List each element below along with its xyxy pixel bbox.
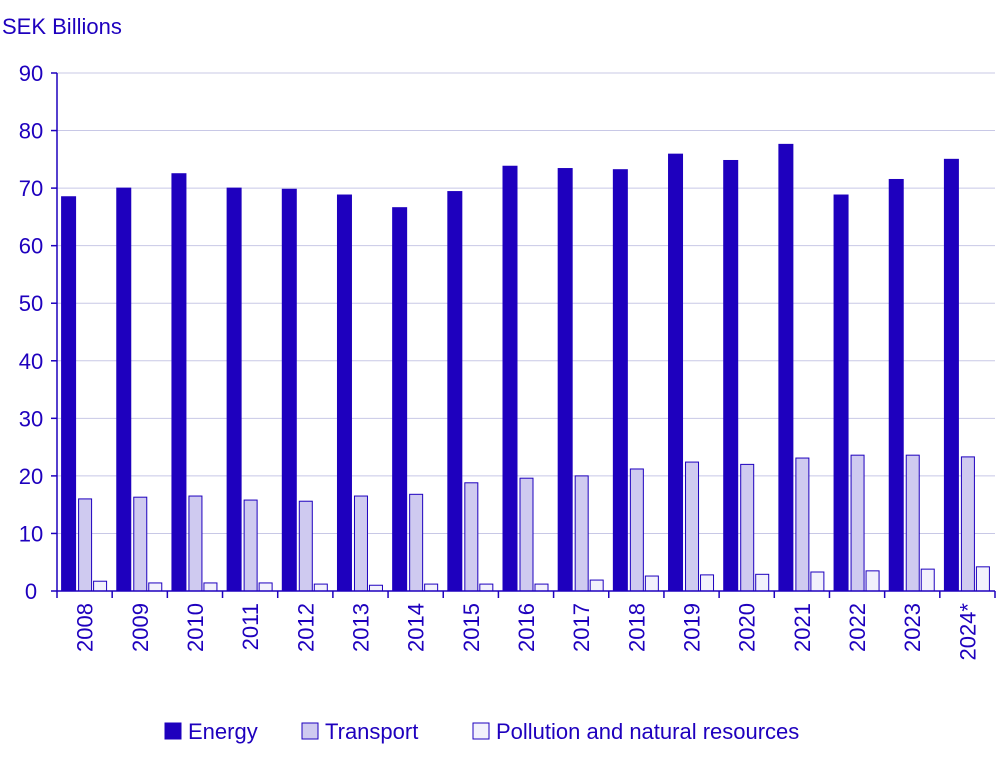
bar-transport bbox=[133, 496, 148, 592]
bar-energy bbox=[281, 188, 297, 592]
bar-energy bbox=[61, 196, 77, 592]
bar-transport bbox=[960, 456, 975, 592]
bar-transport bbox=[298, 500, 313, 592]
bar-energy bbox=[557, 168, 573, 592]
bar-pollution-and-natural-resources bbox=[810, 571, 825, 592]
bar-energy bbox=[778, 143, 794, 592]
bar-energy bbox=[668, 153, 684, 592]
y-tick-label: 10 bbox=[19, 521, 43, 546]
bar-transport bbox=[850, 454, 865, 592]
y-tick-label: 80 bbox=[19, 119, 43, 144]
x-tick-label: 2013 bbox=[348, 603, 373, 652]
legend-label-energy: Energy bbox=[188, 719, 258, 744]
bar-pollution-and-natural-resources bbox=[203, 582, 218, 592]
bar-transport bbox=[685, 461, 700, 592]
x-tick-label: 2017 bbox=[569, 603, 594, 652]
bar-energy bbox=[723, 159, 739, 592]
y-tick-label: 60 bbox=[19, 234, 43, 259]
bar-pollution-and-natural-resources bbox=[975, 566, 990, 592]
bar-energy bbox=[833, 194, 849, 592]
bar-energy bbox=[943, 158, 959, 592]
bar-transport bbox=[574, 475, 589, 592]
bar-energy bbox=[888, 178, 904, 592]
x-tick-label: 2011 bbox=[238, 603, 263, 650]
x-tick-label: 2023 bbox=[900, 603, 925, 652]
y-axis-label: SEK Billions bbox=[2, 14, 122, 39]
x-tick-label: 2019 bbox=[680, 603, 705, 652]
bar-pollution-and-natural-resources bbox=[479, 583, 494, 592]
y-tick-label: 50 bbox=[19, 291, 43, 316]
bar-energy bbox=[226, 187, 242, 592]
bar-transport bbox=[740, 463, 755, 592]
bar-pollution-and-natural-resources bbox=[534, 583, 549, 592]
bar-energy bbox=[116, 187, 132, 592]
bar-pollution-and-natural-resources bbox=[93, 580, 108, 592]
bar-transport bbox=[519, 477, 534, 592]
bar-pollution-and-natural-resources bbox=[258, 582, 273, 592]
x-tick-label: 2010 bbox=[183, 603, 208, 652]
bar-energy bbox=[336, 194, 352, 592]
bar-energy bbox=[392, 207, 408, 592]
legend-label-pollution-and-natural-resources: Pollution and natural resources bbox=[496, 719, 799, 744]
bar-pollution-and-natural-resources bbox=[644, 575, 659, 592]
x-tick-label: 2021 bbox=[790, 603, 815, 652]
y-tick-label: 30 bbox=[19, 406, 43, 431]
bar-pollution-and-natural-resources bbox=[865, 570, 880, 592]
bar-transport bbox=[905, 454, 920, 592]
bar-pollution-and-natural-resources bbox=[920, 568, 935, 592]
x-tick-label: 2015 bbox=[459, 603, 484, 652]
x-tick-label: 2020 bbox=[735, 603, 760, 652]
bar-energy bbox=[447, 191, 463, 592]
y-tick-label: 0 bbox=[25, 579, 37, 604]
bar-pollution-and-natural-resources bbox=[589, 579, 604, 592]
bar-pollution-and-natural-resources bbox=[755, 573, 770, 592]
bar-transport bbox=[795, 457, 810, 592]
x-tick-label: 2022 bbox=[845, 603, 870, 652]
bar-transport bbox=[243, 499, 258, 592]
bar-pollution-and-natural-resources bbox=[700, 574, 715, 592]
bar-pollution-and-natural-resources bbox=[368, 584, 383, 592]
x-tick-label: 2016 bbox=[514, 603, 539, 652]
bar-transport bbox=[78, 498, 93, 592]
bar-transport bbox=[188, 495, 203, 592]
x-tick-label: 2024* bbox=[955, 603, 980, 661]
y-tick-label: 40 bbox=[19, 349, 43, 374]
bar-energy bbox=[171, 173, 187, 592]
bar-transport bbox=[353, 495, 368, 592]
bar-transport bbox=[629, 468, 644, 592]
y-tick-label: 90 bbox=[19, 61, 43, 86]
bar-pollution-and-natural-resources bbox=[148, 582, 163, 592]
x-tick-label: 2009 bbox=[128, 603, 153, 652]
legend-label-transport: Transport bbox=[325, 719, 418, 744]
bar-transport bbox=[409, 493, 424, 592]
legend-swatch-pollution-and-natural-resources bbox=[472, 722, 490, 740]
x-tick-label: 2018 bbox=[624, 603, 649, 652]
x-tick-label: 2012 bbox=[293, 603, 318, 652]
bar-pollution-and-natural-resources bbox=[313, 583, 328, 592]
x-tick-label: 2014 bbox=[404, 603, 429, 652]
bar-pollution-and-natural-resources bbox=[424, 583, 439, 592]
y-tick-label: 70 bbox=[19, 176, 43, 201]
x-tick-label: 2008 bbox=[73, 603, 98, 652]
bar-energy bbox=[502, 165, 518, 592]
legend-swatch-energy bbox=[164, 722, 182, 740]
legend-swatch-transport bbox=[301, 722, 319, 740]
bar-energy bbox=[612, 169, 628, 592]
y-tick-label: 20 bbox=[19, 464, 43, 489]
bar-transport bbox=[464, 482, 479, 592]
